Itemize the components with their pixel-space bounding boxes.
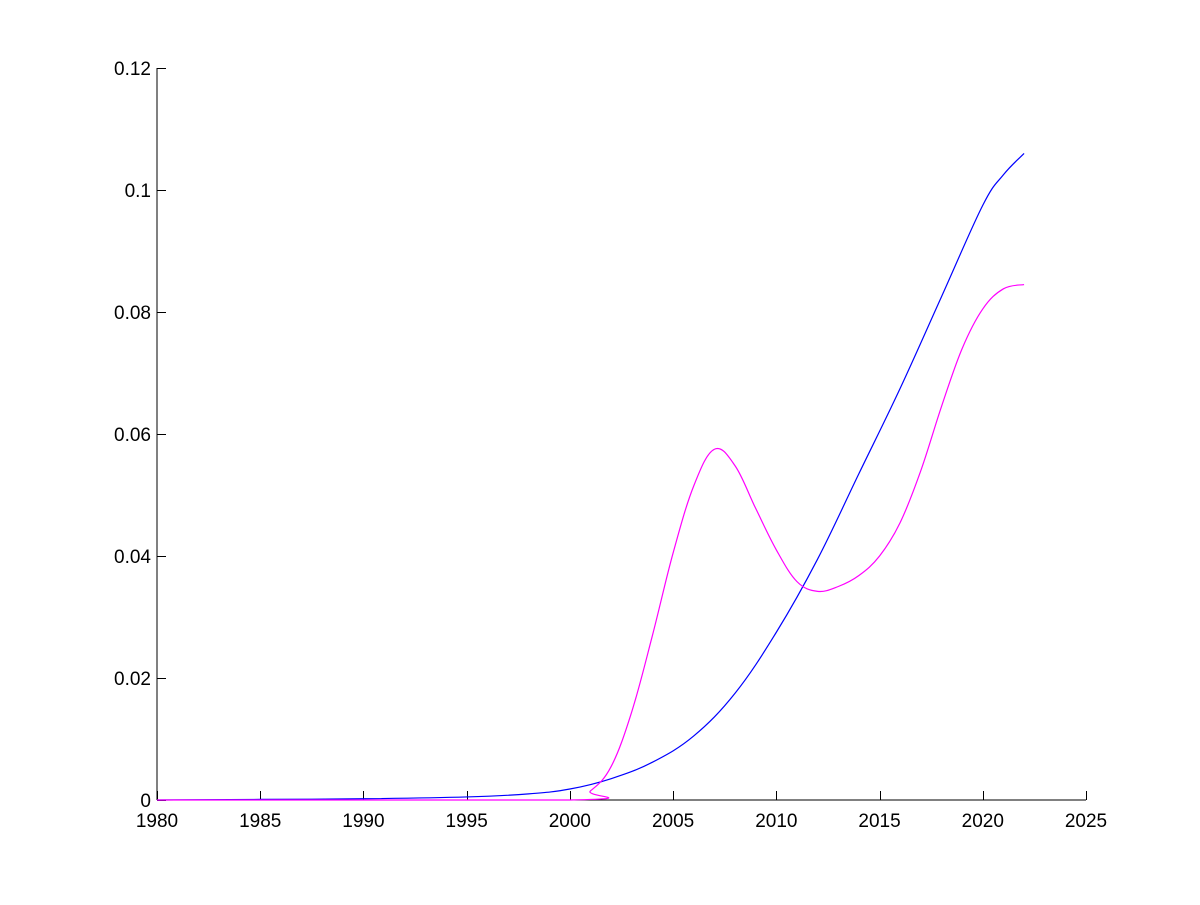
x-tick-label: 1985 <box>239 811 281 832</box>
x-tick-label: 2015 <box>858 811 900 832</box>
x-tick-label: 1980 <box>136 811 178 832</box>
x-tick-label: 2005 <box>652 811 694 832</box>
series-line-2 <box>157 283 1025 801</box>
x-tick-label: 2025 <box>1065 811 1107 832</box>
tick-labels: 1980 1985 1990 1995 2000 2005 2010 2015 2020 2025… <box>114 59 1107 832</box>
y-tick-label: 0.02 <box>114 669 151 690</box>
x-tick-label: 1995 <box>446 811 488 832</box>
y-tick-label: 0.04 <box>114 547 151 568</box>
y-tick-label: 0.06 <box>114 425 151 446</box>
x-tick-label: 2010 <box>755 811 797 832</box>
series-line-1 <box>156 152 1025 801</box>
x-tick-label: 2000 <box>549 811 591 832</box>
x-tick-label: 1990 <box>342 811 384 832</box>
y-tick-label: 0 <box>140 791 151 812</box>
axes <box>156 68 1087 801</box>
y-tick-label: 0.12 <box>114 59 151 80</box>
x-tick-label: 2020 <box>962 811 1004 832</box>
y-tick-label: 0.08 <box>114 303 151 324</box>
series-layer <box>156 152 1025 801</box>
y-tick-label: 0.1 <box>125 181 151 202</box>
